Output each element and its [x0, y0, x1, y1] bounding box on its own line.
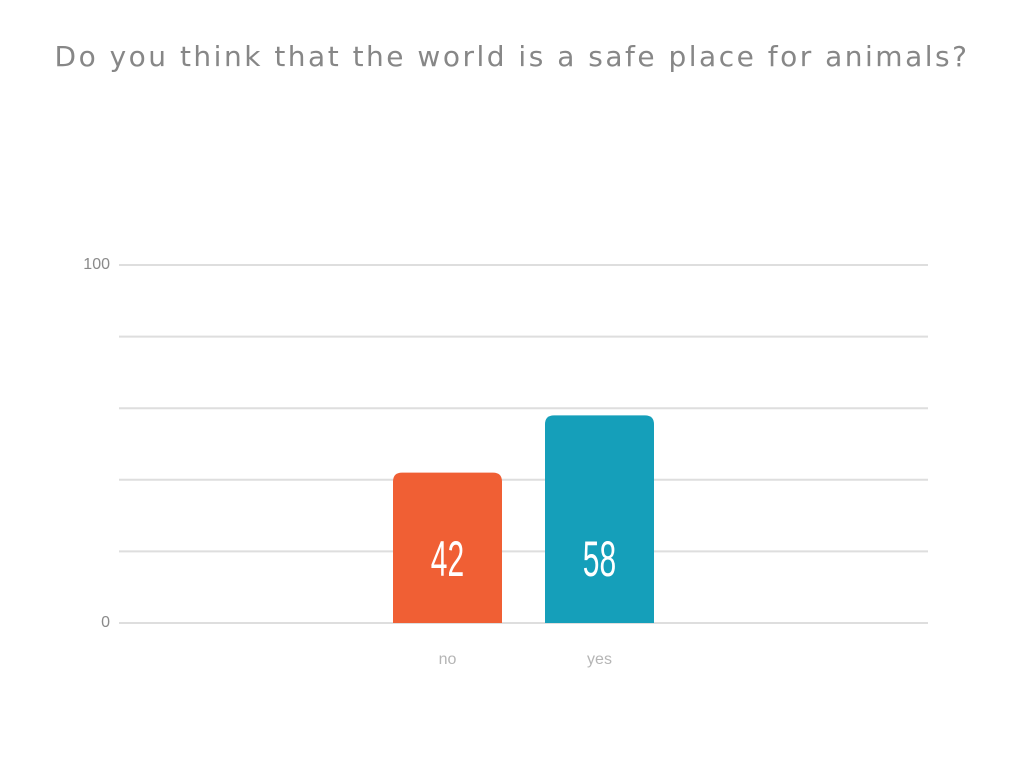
- y-tick-label: 100: [83, 256, 110, 273]
- x-tick-label: no: [439, 651, 457, 668]
- bar: [393, 472, 502, 623]
- chart-title: Do you think that the world is a safe pl…: [55, 40, 970, 73]
- value-label: 58: [583, 531, 616, 587]
- bar: [545, 415, 654, 623]
- y-tick-label: 0: [101, 614, 110, 631]
- x-tick-label: yes: [587, 651, 612, 668]
- value-label: 42: [431, 531, 464, 587]
